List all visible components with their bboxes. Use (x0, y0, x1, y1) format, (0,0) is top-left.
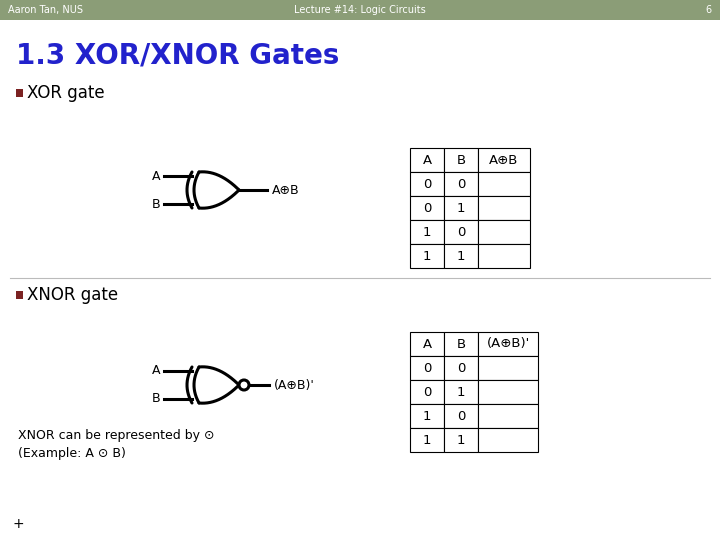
Bar (478, 356, 538, 380)
Text: (A⊕B)': (A⊕B)' (274, 379, 315, 392)
Text: XNOR gate: XNOR gate (27, 286, 118, 304)
Text: 0: 0 (456, 361, 465, 375)
Bar (410, 220, 444, 244)
Bar (478, 404, 538, 428)
Bar (444, 148, 478, 172)
Bar (444, 196, 478, 220)
Text: A: A (423, 153, 431, 166)
Bar (444, 332, 478, 356)
Bar (16, 291, 23, 299)
Bar (410, 332, 444, 356)
Text: 1: 1 (456, 434, 465, 447)
Bar (478, 172, 530, 196)
Bar (478, 244, 530, 268)
Text: 0: 0 (456, 409, 465, 422)
Text: (A⊕B)': (A⊕B)' (487, 338, 530, 350)
Bar (410, 148, 444, 172)
Bar (444, 172, 478, 196)
Text: 1: 1 (456, 201, 465, 214)
Text: B: B (151, 393, 160, 406)
Bar (444, 404, 478, 428)
Text: 1: 1 (456, 249, 465, 262)
Text: 1: 1 (423, 434, 431, 447)
Bar (478, 148, 530, 172)
Bar (444, 380, 478, 404)
Text: B: B (456, 338, 466, 350)
Text: 1: 1 (423, 409, 431, 422)
Text: 0: 0 (456, 178, 465, 191)
Text: 0: 0 (423, 361, 431, 375)
Bar (410, 380, 444, 404)
Text: 0: 0 (423, 178, 431, 191)
Text: 0: 0 (423, 201, 431, 214)
Text: A⊕B: A⊕B (490, 153, 518, 166)
Bar (444, 244, 478, 268)
Bar (410, 356, 444, 380)
Text: B: B (151, 198, 160, 211)
Text: 0: 0 (423, 386, 431, 399)
Text: 0: 0 (456, 226, 465, 239)
Text: XNOR can be represented by ⊙: XNOR can be represented by ⊙ (18, 429, 215, 442)
Text: 1: 1 (456, 386, 465, 399)
Bar (478, 196, 530, 220)
Bar (444, 428, 478, 452)
Bar (410, 244, 444, 268)
Text: Aaron Tan, NUS: Aaron Tan, NUS (8, 5, 83, 15)
Bar (444, 220, 478, 244)
Bar (410, 404, 444, 428)
Circle shape (239, 380, 249, 390)
Bar (478, 332, 538, 356)
Bar (16, 89, 23, 97)
Text: A: A (423, 338, 431, 350)
Text: 1: 1 (423, 249, 431, 262)
Bar (0, 0, 720, 20)
Text: A: A (151, 170, 160, 183)
Text: A⊕B: A⊕B (272, 184, 300, 197)
Text: Lecture #14: Logic Circuits: Lecture #14: Logic Circuits (294, 5, 426, 15)
Bar (410, 172, 444, 196)
Bar (478, 380, 538, 404)
Text: (Example: A ⊙ B): (Example: A ⊙ B) (18, 447, 126, 460)
Text: XOR gate: XOR gate (27, 84, 104, 102)
Text: +: + (12, 517, 24, 531)
Bar (478, 428, 538, 452)
Text: B: B (456, 153, 466, 166)
Bar (478, 220, 530, 244)
Text: 1: 1 (423, 226, 431, 239)
Bar (410, 428, 444, 452)
Bar (444, 356, 478, 380)
Bar (410, 196, 444, 220)
Text: A: A (151, 364, 160, 377)
Text: 1.3 XOR/XNOR Gates: 1.3 XOR/XNOR Gates (16, 41, 339, 69)
Text: 6: 6 (706, 5, 712, 15)
